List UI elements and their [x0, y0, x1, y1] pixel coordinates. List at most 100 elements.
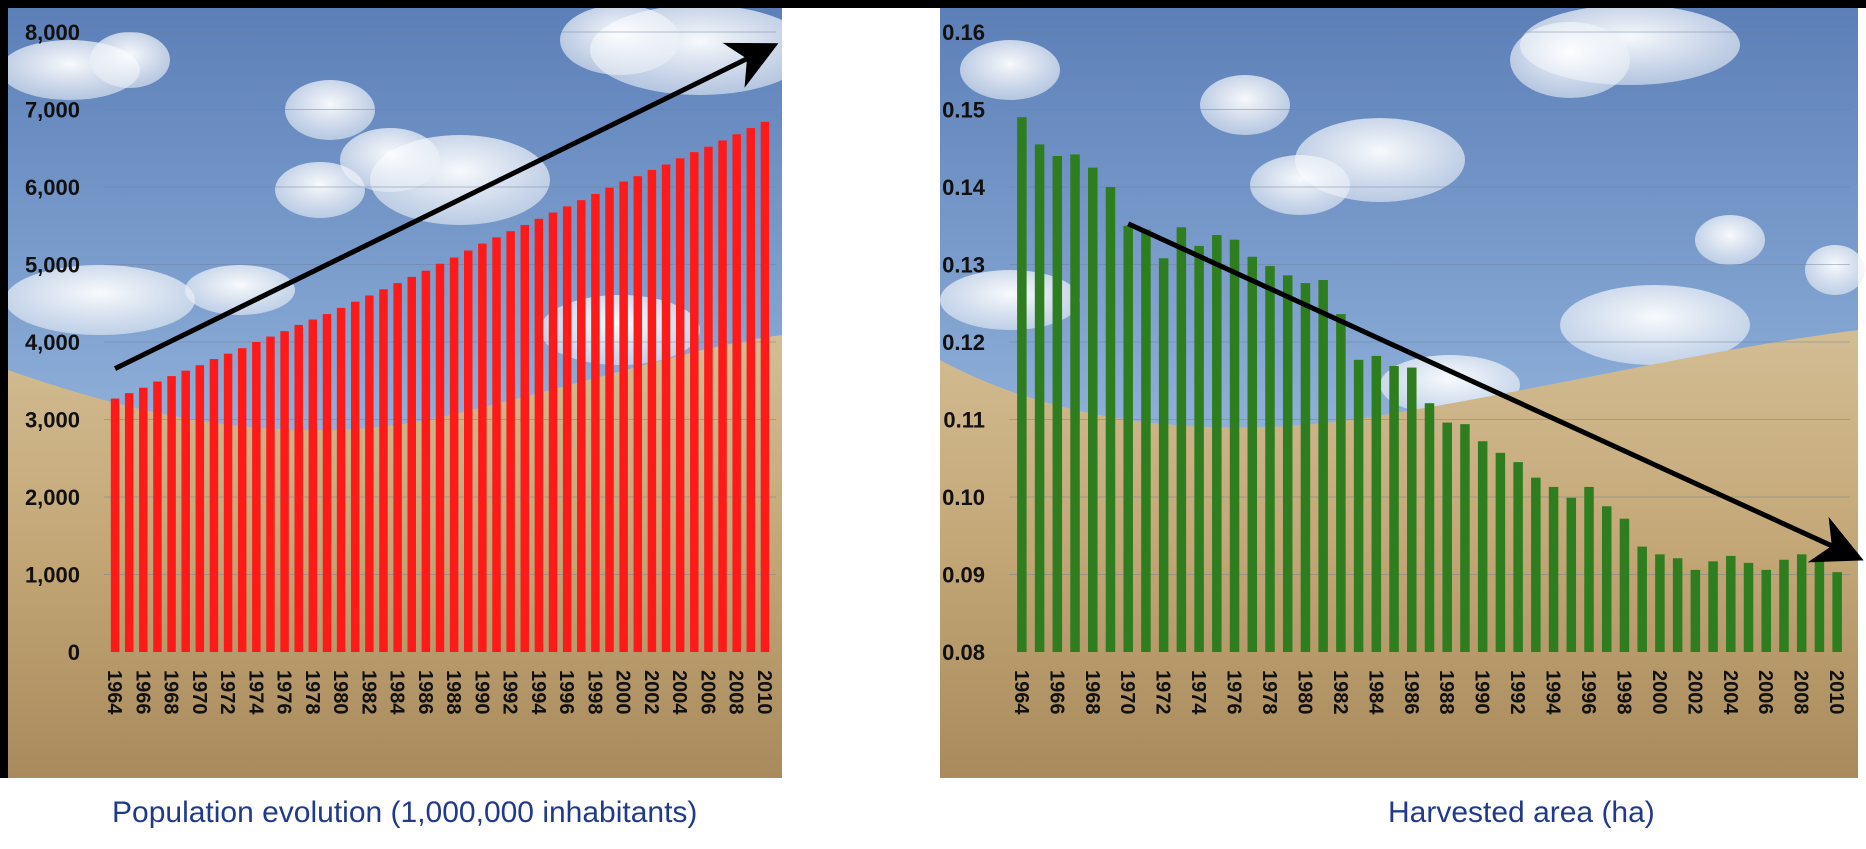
- bar: [520, 224, 530, 652]
- bar: [1247, 256, 1258, 652]
- bar: [407, 276, 416, 652]
- x-tick-label: 2002: [1683, 670, 1705, 715]
- y-tick-label: 0.12: [942, 330, 985, 355]
- bar: [350, 301, 360, 652]
- bar: [336, 307, 346, 652]
- bar: [760, 121, 770, 652]
- bar: [718, 140, 727, 652]
- bar: [449, 257, 459, 652]
- x-tick-label: 1980: [1293, 670, 1315, 715]
- bar: [1796, 554, 1807, 652]
- x-tick-label: 1986: [1400, 670, 1422, 715]
- x-tick-label: 1998: [1612, 670, 1634, 715]
- bar: [746, 128, 756, 653]
- y-tick-label: 0.15: [942, 98, 985, 123]
- x-tick-label: 1996: [1577, 670, 1599, 715]
- bar: [1513, 462, 1523, 652]
- panel-gap: [782, 8, 940, 778]
- x-tick-label: 2008: [725, 670, 747, 715]
- x-tick-label: 2004: [1719, 670, 1741, 715]
- bar: [1194, 245, 1204, 652]
- x-tick-label: 1968: [160, 670, 182, 715]
- x-tick-label: 2010: [753, 670, 775, 715]
- bar: [393, 283, 402, 652]
- x-tick-label: 1976: [1223, 670, 1245, 715]
- bar: [478, 243, 487, 652]
- bar: [1282, 275, 1293, 652]
- harvested-area-chart-caption: Harvested area (ha): [1388, 796, 1655, 829]
- x-tick-label: 1998: [583, 670, 605, 715]
- bar: [1832, 572, 1842, 652]
- y-tick-label: 6,000: [25, 175, 80, 200]
- bar: [1601, 506, 1612, 652]
- bar: [492, 237, 501, 652]
- bar: [675, 158, 685, 652]
- bar: [1460, 424, 1470, 652]
- x-tick-label: 1978: [301, 670, 323, 715]
- top-border: [0, 0, 1866, 8]
- bar: [1353, 359, 1364, 652]
- x-tick-label: 2006: [696, 670, 718, 715]
- bar: [421, 270, 431, 652]
- bar: [1619, 518, 1630, 652]
- x-tick-label: 1976: [273, 670, 295, 715]
- bar: [365, 295, 374, 652]
- x-tick-label: 1994: [527, 670, 549, 715]
- x-tick-label: 2004: [668, 670, 690, 715]
- bar: [1088, 167, 1098, 652]
- bar: [1034, 144, 1045, 652]
- y-tick-label: 7,000: [25, 98, 80, 123]
- x-tick-label: 1992: [499, 670, 521, 715]
- bar: [1371, 355, 1382, 652]
- y-tick-label: 8,000: [25, 20, 80, 45]
- bar: [605, 187, 614, 652]
- bar: [591, 193, 600, 652]
- x-tick-label: 1970: [188, 670, 210, 715]
- bar: [223, 353, 233, 652]
- x-tick-label: 1966: [1045, 670, 1067, 715]
- y-tick-label: 0.16: [942, 20, 985, 45]
- bar: [661, 164, 671, 652]
- bar: [1442, 422, 1452, 652]
- bar: [181, 370, 190, 652]
- bar: [577, 200, 586, 653]
- population-chart-caption: Population evolution (1,000,000 inhabita…: [112, 796, 698, 829]
- x-tick-label: 1970: [1116, 670, 1138, 715]
- y-tick-label: 2,000: [25, 485, 80, 510]
- bar: [139, 387, 148, 652]
- left-border: [0, 0, 8, 778]
- bar: [1407, 367, 1417, 652]
- bar: [704, 146, 713, 652]
- bar: [1495, 452, 1506, 652]
- x-tick-label: 1980: [329, 670, 351, 715]
- y-tick-label: 5,000: [25, 253, 80, 278]
- bar: [1229, 239, 1240, 652]
- bar: [506, 231, 515, 653]
- bar: [1566, 497, 1577, 652]
- left-panel-background: [0, 5, 810, 778]
- y-tick-label: 0.08: [942, 640, 985, 665]
- x-tick-label: 1990: [1471, 670, 1493, 715]
- x-tick-label: 1984: [1364, 670, 1386, 715]
- bar: [619, 181, 628, 652]
- bar: [1105, 187, 1116, 652]
- bar: [1141, 229, 1151, 652]
- x-tick-label: 1988: [1435, 670, 1457, 715]
- bar: [548, 212, 558, 652]
- x-tick-label: 2002: [640, 670, 662, 715]
- y-tick-label: 3,000: [25, 408, 80, 433]
- y-tick-label: 0.14: [942, 175, 986, 200]
- x-tick-label: 1972: [216, 670, 238, 715]
- bar: [1123, 225, 1133, 652]
- bar: [1672, 558, 1683, 652]
- bar: [562, 206, 572, 652]
- bar: [1176, 227, 1187, 653]
- bar: [124, 393, 134, 652]
- bar: [1300, 283, 1311, 652]
- bar: [690, 152, 699, 652]
- y-tick-label: 4,000: [25, 330, 80, 355]
- bar: [1708, 561, 1718, 652]
- bar: [633, 176, 643, 652]
- bar: [1389, 366, 1399, 652]
